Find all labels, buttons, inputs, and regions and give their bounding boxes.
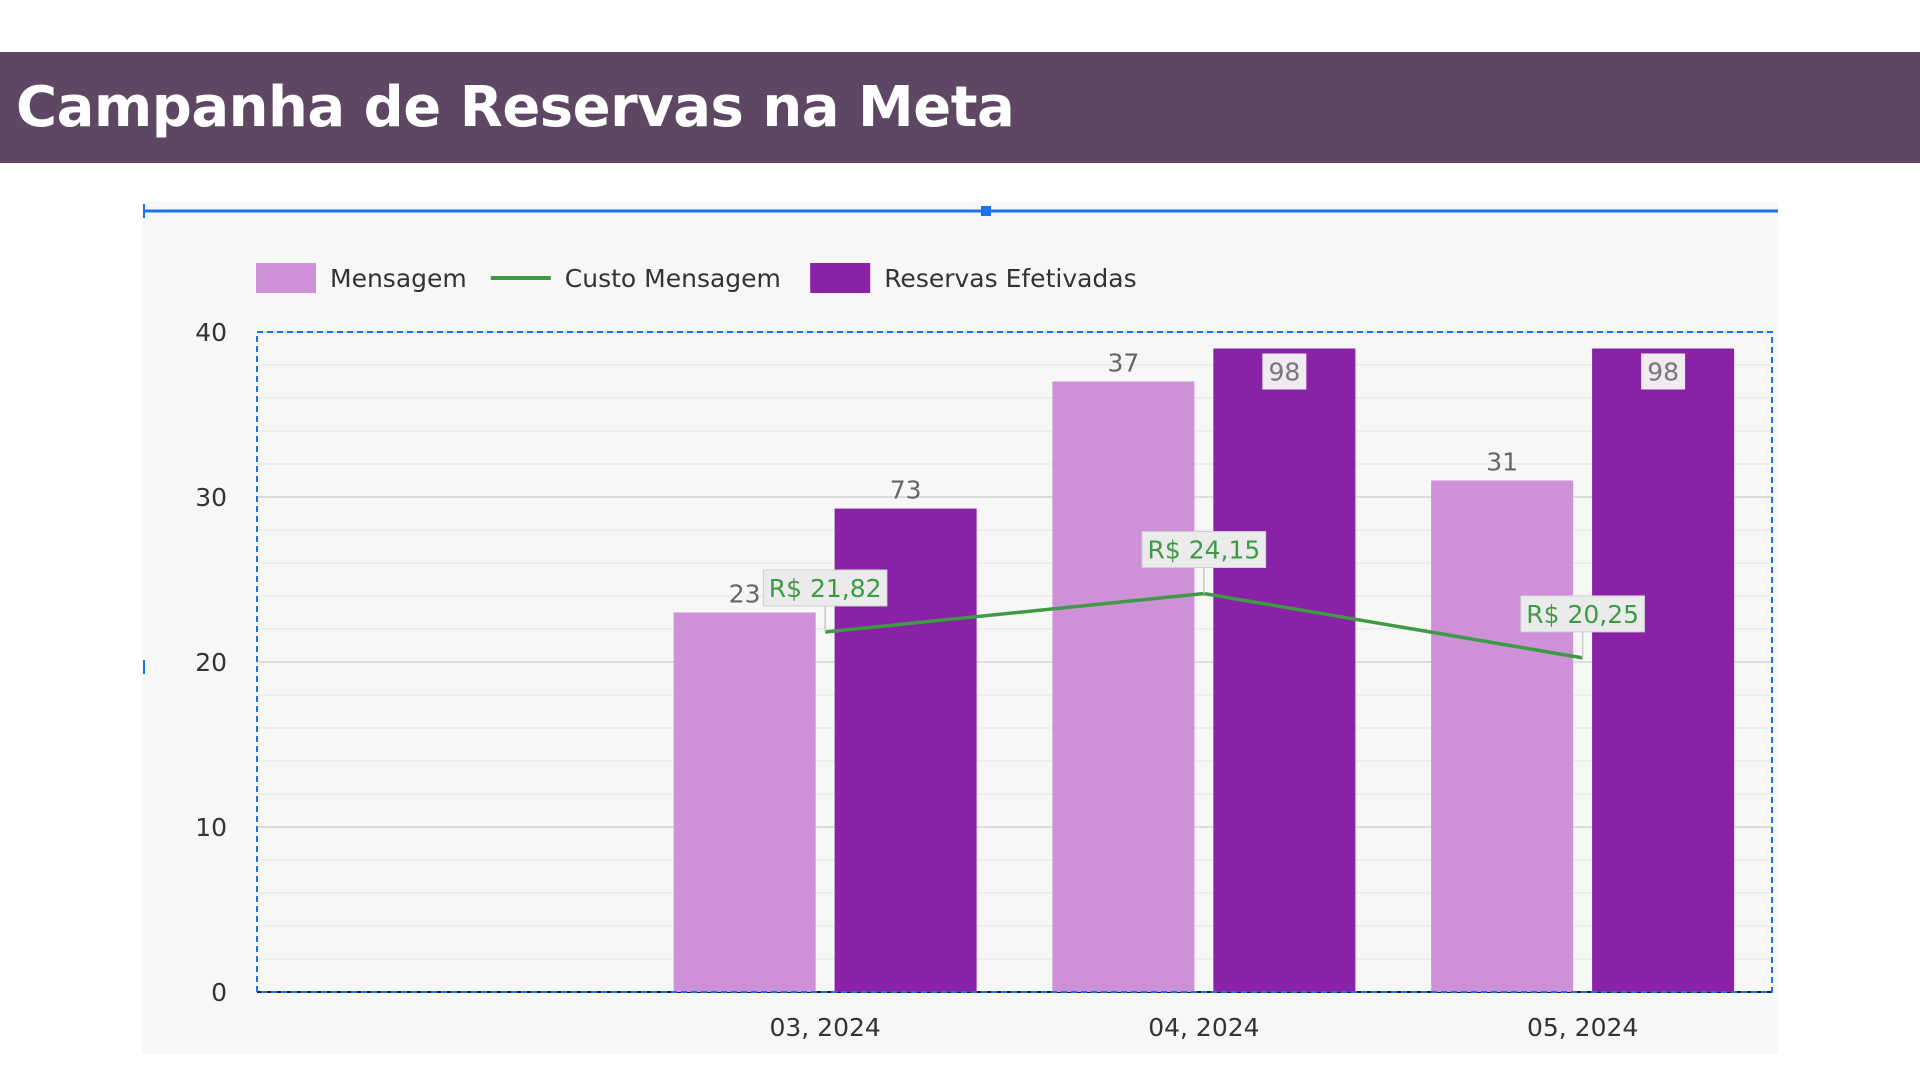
x-tick-label: 04, 2024 [1148,1013,1259,1042]
data-label: R$ 24,15 [1147,536,1260,565]
legend-swatch [256,263,316,293]
data-label: R$ 20,25 [1526,600,1639,629]
bar-mensagem [673,612,816,992]
y-tick-label: 10 [195,813,227,842]
data-label: 31 [1486,448,1518,477]
x-tick-label: 03, 2024 [769,1013,880,1042]
legend: Mensagem Custo Mensagem Reservas Efetivada… [256,263,1137,293]
data-label: R$ 21,82 [769,574,882,603]
cost-line-path [824,591,1583,660]
x-axis: 03, 2024 04, 2024 05, 2024 [769,1013,1638,1042]
bar-mensagem [1431,480,1574,992]
data-label: 37 [1107,349,1139,378]
data-label-bg [1641,353,1686,390]
y-tick-label: 20 [195,648,227,677]
y-tick-label: 30 [195,483,227,512]
cost-line: R$ 21,82 R$ 24,15 R$ 20,25 [762,531,1645,660]
bars: 23 73 37 98 31 98 [673,348,1735,992]
data-label: 73 [890,476,922,505]
data-label: 98 [1647,358,1679,387]
bar-reservas-efetivadas [1213,348,1356,992]
legend-swatch [810,263,871,293]
bar-reservas-efetivadas [1592,348,1735,992]
y-tick-label: 40 [195,318,227,347]
legend-label: Custo Mensagem [565,264,781,293]
resize-handle-top[interactable] [981,206,991,216]
data-label: 23 [729,580,761,609]
data-label-bg [762,569,888,607]
data-label-bg [1520,595,1645,633]
x-tick-label: 05, 2024 [1527,1013,1638,1042]
header-bar: Campanha de Reservas na Meta [0,52,1920,163]
plot-selection-box[interactable] [256,331,1773,993]
chart-container[interactable]: 0 10 20 30 40 23 73 37 98 31 98 R$ 21,82 R$ 24,15 R… [142,202,1778,1054]
legend-label: Mensagem [330,264,467,293]
y-tick-label: 0 [211,978,227,1007]
data-label-bg [1262,353,1307,390]
legend-label: Reservas Efetivadas [884,264,1136,293]
page-title: Campanha de Reservas na Meta [16,75,1015,140]
data-label-bg [1141,531,1267,569]
bar-mensagem [1052,381,1195,992]
data-label: 98 [1268,358,1300,387]
